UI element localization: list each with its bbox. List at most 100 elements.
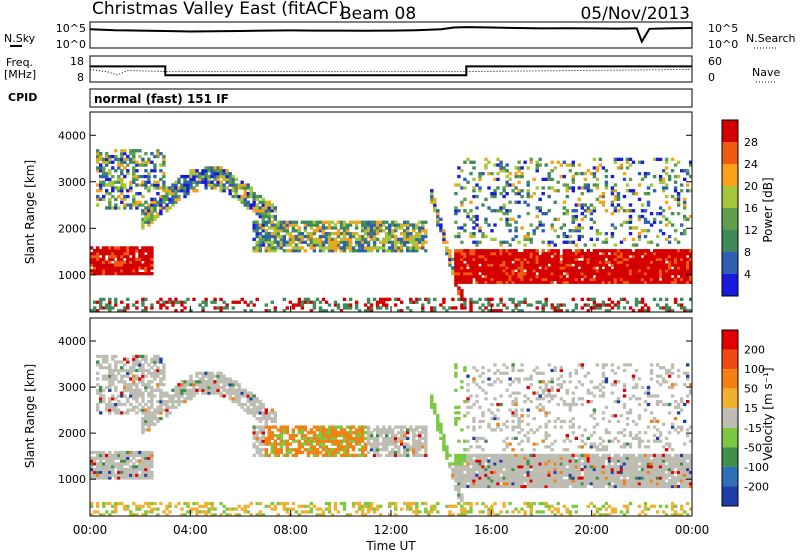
- heatmap-cell: [141, 513, 145, 517]
- heatmap-cell: [219, 380, 223, 384]
- heatmap-cell: [469, 394, 473, 398]
- heatmap-cell: [243, 183, 247, 187]
- heatmap-cell: [264, 411, 268, 415]
- heatmap-cell: [294, 453, 299, 457]
- heatmap-cell: [409, 428, 413, 432]
- heatmap-cell: [493, 252, 497, 256]
- heatmap-cell: [412, 234, 416, 239]
- heatmap-cell: [689, 269, 693, 273]
- heatmap-cell: [580, 212, 584, 216]
- heatmap-cell: [499, 280, 503, 284]
- heatmap-cell: [285, 229, 289, 233]
- heatmap-cell: [333, 428, 338, 432]
- heatmap-cell: [105, 154, 109, 159]
- heatmap-cell: [598, 260, 603, 264]
- heatmap-cell: [457, 274, 461, 279]
- heatmap-cell: [156, 154, 160, 159]
- heatmap-cell: [270, 501, 274, 506]
- heatmap-cell: [379, 229, 383, 233]
- heatmap-cell: [631, 274, 636, 279]
- heatmap-cell: [499, 456, 503, 460]
- heatmap-cell: [318, 243, 323, 247]
- heatmap-cell: [252, 194, 256, 199]
- heatmap-cell: [683, 197, 687, 201]
- heatmap-cell: [225, 172, 229, 176]
- heatmap-cell: [571, 240, 575, 244]
- heatmap-cell: [502, 266, 506, 270]
- heatmap-cell: [147, 456, 151, 460]
- heatmap-cell: [99, 388, 103, 392]
- heatmap-cell: [120, 249, 124, 253]
- heatmap-cell: [388, 226, 392, 230]
- heatmap-cell: [99, 363, 103, 367]
- heatmap-cell: [306, 300, 311, 304]
- heatmap-cell: [147, 180, 151, 184]
- heatmap-cell: [375, 229, 380, 233]
- heatmap-cell: [246, 405, 250, 409]
- heatmap-cell: [412, 249, 416, 253]
- heatmap-cell: [246, 510, 250, 514]
- heatmap-cell: [228, 388, 232, 392]
- heatmap-cell: [607, 269, 612, 273]
- heatmap-cell: [403, 431, 407, 435]
- heatmap-cell: [523, 254, 527, 259]
- heatmap-cell: [147, 212, 151, 216]
- heatmap-cell: [144, 450, 148, 455]
- heatmap-cell: [529, 263, 533, 267]
- heatmap-cell: [430, 510, 434, 514]
- heatmap-cell: [147, 459, 151, 463]
- heatmap-cell: [120, 450, 124, 455]
- heatmap-cell: [372, 510, 377, 514]
- heatmap-cell: [315, 434, 320, 438]
- heatmap-cell: [583, 254, 587, 259]
- heatmap-cell: [108, 411, 112, 415]
- heatmap-cell: [634, 260, 639, 264]
- heatmap-cell: [201, 391, 205, 395]
- heatmap-cell: [499, 297, 503, 301]
- heatmap-cell: [276, 234, 280, 239]
- heatmap-cell: [472, 402, 476, 407]
- heatmap-cell: [562, 254, 566, 259]
- heatmap-cell: [318, 425, 323, 429]
- heatmap-cell: [514, 174, 518, 179]
- heatmap-cell: [369, 220, 374, 224]
- heatmap-cell: [117, 186, 121, 190]
- heatmap-cell: [658, 272, 663, 276]
- heatmap-cell: [601, 192, 606, 196]
- heatmap-cell: [421, 425, 425, 429]
- heatmap-cell: [442, 234, 446, 239]
- heatmap-cell: [484, 234, 488, 239]
- heatmap-cell: [102, 257, 106, 261]
- heatmap-cell: [90, 470, 94, 474]
- heatmap-cell: [120, 172, 124, 176]
- heatmap-cell: [490, 254, 494, 259]
- heatmap-cell: [616, 194, 621, 199]
- heatmap-cell: [541, 309, 545, 313]
- heatmap-cell: [360, 453, 365, 457]
- heatmap-cell: [105, 501, 109, 506]
- heatmap-cell: [273, 232, 277, 236]
- heatmap-cell: [348, 428, 353, 432]
- heatmap-cell: [505, 192, 509, 196]
- heatmap-cell: [336, 510, 341, 514]
- heatmap-cell: [469, 249, 473, 253]
- heatmap-cell: [144, 174, 148, 179]
- heatmap-cell: [210, 380, 214, 384]
- heatmap-cell: [237, 504, 241, 508]
- heatmap-cell: [502, 166, 506, 170]
- heatmap-cell: [478, 177, 482, 181]
- heatmap-cell: [493, 467, 497, 472]
- heatmap-cell: [306, 510, 311, 514]
- heatmap-cell: [318, 226, 323, 230]
- heatmap-cell: [252, 397, 256, 401]
- heatmap-cell: [327, 439, 332, 443]
- heatmap-cell: [330, 237, 335, 241]
- heatmap-cell: [159, 163, 163, 167]
- heatmap-cell: [108, 513, 112, 517]
- heatmap-cell: [261, 402, 265, 407]
- heatmap-cell: [351, 436, 356, 440]
- heatmap-cell: [460, 226, 464, 230]
- heatmap-cell: [454, 283, 458, 287]
- heatmap-cell: [225, 380, 229, 384]
- heatmap-cell: [231, 391, 235, 395]
